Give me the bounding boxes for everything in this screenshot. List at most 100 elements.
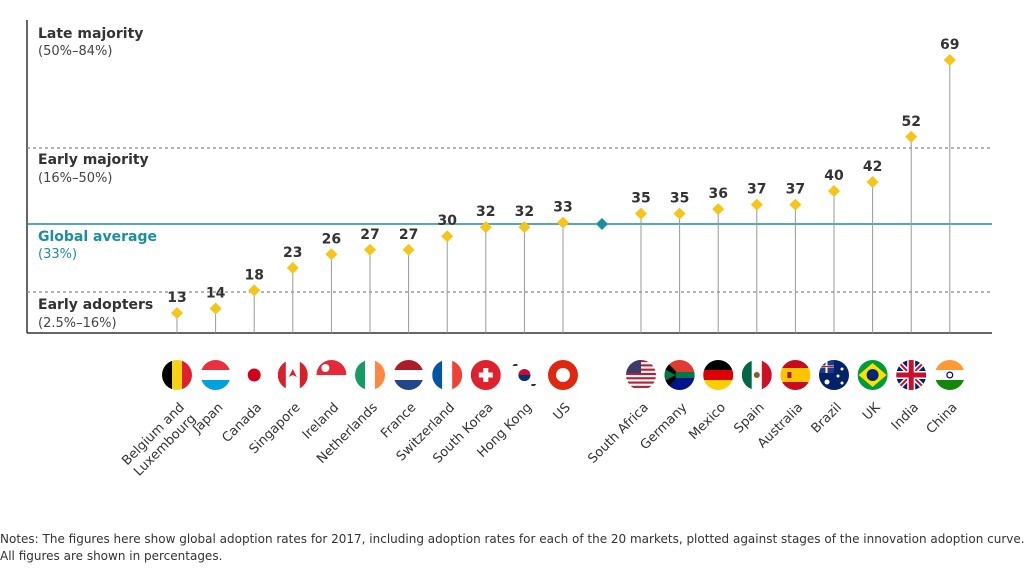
adoption-chart: Late majority (50%–84%) Early majority (… [26, 20, 992, 480]
stripe [761, 360, 772, 390]
flag-singapore-fill [277, 360, 308, 390]
marker-belgium-and-luxembourg [171, 307, 183, 319]
category-label-line: India [889, 400, 922, 433]
notes-line-2: All figures are shown in percentages. [0, 549, 223, 563]
stripe [452, 360, 463, 390]
taegeuk-lower [518, 375, 531, 381]
stripe [316, 375, 347, 390]
stripe [182, 360, 192, 390]
stripe [393, 360, 424, 370]
category-label-spain: Spain [731, 400, 767, 436]
chakra-inner [947, 372, 953, 378]
leaf [288, 369, 297, 377]
marker-canada [248, 284, 261, 297]
value-label-france: 27 [399, 227, 418, 243]
value-label-china: 69 [940, 37, 959, 53]
cross [908, 360, 914, 390]
star [840, 381, 844, 385]
flag-brazil-icon [819, 360, 849, 390]
band [675, 372, 695, 378]
flag-uk-fill [857, 360, 888, 390]
zone-early-adopters-range: (2.5%–16%) [38, 316, 117, 331]
bar [277, 360, 286, 390]
value-label-japan: 14 [206, 285, 226, 301]
category-label-line: US [551, 400, 574, 423]
stripe [393, 380, 424, 390]
bauhinia [556, 368, 570, 382]
pall [664, 369, 676, 381]
flag-netherlands-fill [355, 360, 385, 390]
stripe [703, 370, 734, 380]
marker-france [402, 243, 415, 256]
category-label-uk: UK [860, 400, 884, 424]
flag-ireland-fill [316, 360, 347, 390]
category-label-line: UK [860, 400, 884, 424]
marker-china [943, 54, 956, 66]
marker-india [905, 130, 918, 143]
flag-brazil-fill [819, 360, 849, 390]
category-label-mexico: Mexico [686, 400, 729, 443]
stripe [780, 382, 811, 390]
chart-notes: Notes: The figures here show global adop… [0, 531, 1024, 565]
flag-spain-fill [741, 360, 772, 390]
marker-ireland [325, 248, 338, 261]
stripe [626, 385, 656, 388]
flag-canada-fill [239, 360, 270, 390]
zone-early-majority-label: Early majority [38, 152, 149, 168]
marker-hong-kong [518, 221, 531, 234]
stripe [780, 360, 811, 368]
value-label-canada: 18 [244, 267, 263, 283]
flag-australia-fill [780, 360, 811, 390]
flag-australia-icon [780, 360, 811, 390]
stripe [432, 360, 443, 390]
value-label-singapore: 23 [283, 245, 302, 261]
flag-ireland-icon [316, 360, 347, 390]
stripe [393, 370, 424, 380]
marker-south-korea [479, 221, 492, 234]
value-label-belgium-and-luxembourg: 13 [167, 290, 186, 306]
cross [483, 368, 489, 382]
flag-hong-kong-icon [509, 360, 540, 390]
flag-germany-icon [664, 360, 695, 390]
flag-india-fill [896, 360, 927, 390]
stripe [316, 360, 347, 375]
category-label-line: Spain [731, 400, 767, 436]
zone-early-adopters-label: Early adopters [38, 297, 153, 313]
marker-mexico [712, 203, 725, 216]
value-label-south-korea: 32 [476, 204, 495, 220]
stripe [162, 360, 172, 390]
flag-south-africa-fill [626, 360, 656, 388]
flag-india-icon [896, 360, 927, 390]
global-average-value: (33%) [38, 247, 77, 262]
stripe [626, 372, 656, 376]
flag-japan-fill [200, 360, 231, 390]
marker-netherlands [364, 243, 376, 256]
data-marks: 13 14 18 23 26 27 27 30 32 32 33 35 35 36 37 37 40 42 52 69 [167, 37, 960, 333]
stripe [172, 360, 182, 390]
marker-uk [866, 175, 879, 188]
country-flags [162, 360, 965, 390]
flag-singapore-icon [277, 360, 308, 390]
marker-south-africa [635, 207, 647, 220]
value-label-south-africa: 35 [631, 191, 650, 207]
category-label-brazil: Brazil [809, 400, 845, 436]
flag-mexico-icon [703, 360, 734, 390]
stripe [934, 380, 965, 390]
category-label-line: China [924, 400, 961, 437]
flag-belgium-and-luxembourg-icon [162, 360, 192, 390]
stripe [626, 381, 656, 384]
category-labels: Belgium andLuxembourgJapanCanadaSingapor… [119, 400, 960, 480]
flag-south-africa-icon [626, 360, 656, 388]
value-label-australia: 37 [786, 182, 805, 198]
stripe [200, 370, 231, 380]
stripe [355, 360, 365, 390]
flag-spain-icon [741, 360, 772, 390]
value-label-switzerland: 30 [437, 213, 457, 229]
flag-canada-icon [239, 360, 270, 390]
value-label-germany: 35 [670, 191, 689, 207]
flag-switzerland-fill [432, 360, 463, 390]
star [836, 374, 840, 378]
flag-uk-icon [857, 360, 888, 390]
zone-late-majority-range: (50%–84%) [38, 44, 112, 59]
marker-brazil [828, 185, 840, 198]
